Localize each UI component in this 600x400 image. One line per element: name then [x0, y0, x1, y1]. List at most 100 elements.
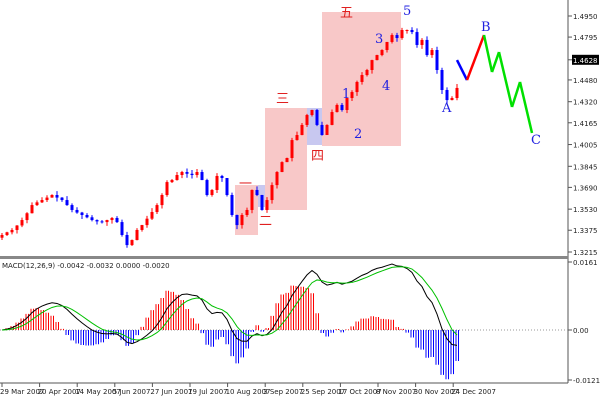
candle-body [440, 70, 444, 90]
candle-body [15, 225, 19, 230]
projection-segment [490, 51, 501, 73]
candle-body [340, 104, 344, 110]
macd-tick: 0.0161 [573, 259, 598, 267]
price-tick-label: 1.4950 [573, 13, 598, 21]
wave-projection [455, 34, 534, 134]
candle-body [50, 195, 54, 198]
time-tick-label: 3 Sep 2007 [263, 388, 303, 396]
label-wave-4: 4 [382, 79, 390, 94]
candle-body [455, 87, 459, 99]
candle-body [150, 212, 154, 219]
candle-body [40, 200, 44, 203]
candle-body [320, 124, 324, 136]
projection-segment [455, 59, 469, 81]
candle-body [160, 195, 164, 206]
macd-tick: -0.0121 [573, 377, 600, 385]
candle-body [250, 189, 254, 210]
label-cn-2: 二 [259, 214, 272, 229]
price-tick-label: 1.3530 [573, 206, 598, 214]
candle-body [300, 124, 304, 136]
time-tick-label: 24 Dec 2007 [451, 388, 496, 396]
candle-body [420, 39, 424, 45]
candle-body [265, 200, 269, 210]
candle-body [5, 232, 9, 235]
candle-body [215, 175, 219, 190]
candle-body [110, 217, 114, 221]
candle-body [115, 217, 119, 223]
candle-body [105, 220, 109, 223]
candle-body [220, 175, 224, 179]
price-tick-label: 1.3690 [573, 184, 598, 192]
candle-body [240, 215, 244, 226]
candle-body [415, 32, 419, 45]
candle-body [280, 162, 284, 173]
label-cn-1: 一 [239, 177, 252, 192]
candle-body [435, 50, 439, 71]
candle-body [225, 178, 229, 196]
candle-body [255, 189, 259, 196]
candle-body [285, 158, 289, 163]
candle-body [390, 35, 394, 42]
candle-body [365, 70, 369, 76]
candle-body [235, 215, 239, 226]
candle-body [205, 180, 209, 196]
candle-body [190, 173, 194, 176]
projection-segment [465, 34, 486, 81]
macd-label: MACD(12,26,9) -0.0042 -0.0032 0.0000 -0.… [2, 262, 170, 270]
candle-body [385, 41, 389, 51]
projection-segment [510, 81, 522, 108]
label-wave-5: 5 [403, 4, 411, 19]
candle-body [245, 209, 249, 216]
candles [0, 27, 459, 248]
time-tick-label: 17 Oct 2007 [338, 388, 381, 396]
panel-separator[interactable] [0, 256, 568, 259]
candle-body [120, 222, 124, 235]
candle-body [395, 35, 399, 39]
candle-body [45, 197, 49, 201]
projection-segment [497, 51, 514, 108]
candle-body [70, 205, 74, 210]
candle-body [335, 104, 339, 113]
candle-body [305, 115, 309, 125]
candle-body [175, 175, 179, 181]
candle-body [355, 81, 359, 93]
candle-body [135, 229, 139, 241]
candle-body [85, 215, 89, 218]
candle-body [450, 98, 454, 101]
candle-body [330, 112, 334, 125]
label-wave-b: B [481, 20, 491, 35]
candle-body [180, 172, 184, 176]
label-wave-2: 2 [354, 127, 362, 142]
label-wave-1: 1 [342, 87, 350, 102]
label-cn-3: 三 [276, 92, 289, 107]
candle-body [145, 218, 149, 226]
current-price-label: 1.4628 [573, 57, 598, 65]
candle-body [345, 98, 349, 110]
price-axis: 1.4950 1.4795 1.4628 1.4480 1.4320 1.4165 1.40… [568, 13, 599, 257]
candle-body [30, 205, 34, 214]
wave-boxes [235, 12, 401, 235]
time-tick-label: 5 Jun 2007 [113, 388, 151, 396]
candle-body [290, 140, 294, 159]
candle-body [315, 109, 319, 125]
price-tick-label: 1.3215 [573, 249, 598, 257]
label-cn-5: 五 [340, 6, 353, 21]
price-tick-label: 1.3845 [573, 163, 598, 171]
label-wave-a: A [441, 101, 452, 116]
candle-body [125, 234, 129, 246]
candle-body [35, 202, 39, 206]
candle-body [380, 50, 384, 56]
price-tick-label: 1.4320 [573, 99, 598, 107]
candle-body [350, 92, 354, 99]
candle-body [185, 172, 189, 174]
label-wave-3: 3 [375, 32, 383, 47]
candle-body [25, 213, 29, 221]
macd-tick: 0.00 [573, 327, 589, 335]
candle-body [10, 229, 14, 233]
candle-body [100, 221, 104, 223]
time-tick-label: 29 Mar 2007 [0, 388, 44, 396]
candle-body [230, 195, 234, 216]
candle-body [65, 200, 69, 206]
